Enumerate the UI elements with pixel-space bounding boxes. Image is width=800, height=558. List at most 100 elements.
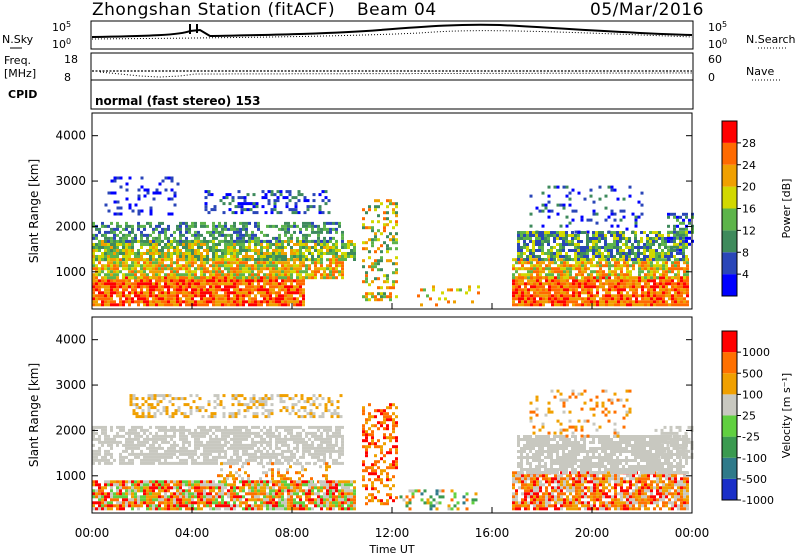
power-cell [158, 261, 161, 264]
velocity-cell [332, 480, 335, 483]
power-cell [667, 225, 670, 228]
power-cell [599, 297, 602, 300]
power-cell [107, 240, 110, 243]
power-cell [560, 303, 563, 306]
velocity-cell [107, 480, 110, 483]
power-cell [683, 267, 686, 270]
power-cell [604, 243, 607, 246]
power-cell [146, 291, 149, 294]
power-cell [188, 294, 191, 297]
velocity-cell [134, 444, 137, 447]
velocity-cell [170, 453, 173, 456]
velocity-cell [269, 507, 272, 510]
power-cell [268, 202, 271, 205]
velocity-cell [242, 480, 245, 483]
velocity-cell [245, 504, 248, 507]
power-cell [673, 231, 676, 234]
power-cell [545, 294, 548, 297]
power-cell [545, 264, 548, 267]
power-cell [168, 213, 171, 216]
velocity-cell [149, 504, 152, 507]
power-cell [212, 252, 215, 255]
power-cell [365, 280, 368, 283]
power-cell [575, 261, 578, 264]
velocity-cell [185, 435, 188, 438]
power-cell [362, 223, 365, 226]
power-cell [95, 288, 98, 291]
power-cell [554, 267, 557, 270]
power-cell [254, 273, 257, 276]
power-cell [680, 267, 683, 270]
power-cell [110, 258, 113, 261]
power-cell [271, 190, 274, 193]
power-cell [638, 282, 641, 285]
power-cell [586, 243, 589, 246]
velocity-cell [329, 504, 332, 507]
velocity-cell [212, 444, 215, 447]
power-cell [278, 237, 281, 240]
velocity-cell [326, 489, 329, 492]
power-cell [520, 249, 523, 252]
power-cell [161, 228, 164, 231]
power-cell [287, 300, 290, 303]
velocity-cell [122, 450, 125, 453]
power-cell [551, 294, 554, 297]
power-cell [179, 291, 182, 294]
power-cell [563, 276, 566, 279]
power-cell [170, 273, 173, 276]
power-cell [643, 252, 646, 255]
power-cell [215, 291, 218, 294]
velocity-cell [341, 495, 344, 498]
power-cell [523, 246, 526, 249]
power-cell [281, 258, 284, 261]
power-cell [236, 231, 239, 234]
power-cell [617, 225, 620, 228]
power-cell [230, 258, 233, 261]
velocity-cell [212, 480, 215, 483]
power-cell [389, 295, 392, 298]
power-cell [347, 252, 350, 255]
power-cell [577, 252, 580, 255]
power-cell [655, 240, 658, 243]
power-cell [623, 303, 626, 306]
power-cell [138, 198, 141, 201]
power-cell [275, 291, 278, 294]
power-cell [161, 231, 164, 234]
power-cell [122, 252, 125, 255]
power-cell [185, 225, 188, 228]
velocity-cell [101, 429, 104, 432]
power-cell [203, 249, 206, 252]
power-cell [203, 240, 206, 243]
power-cell [656, 303, 659, 306]
power-cell [167, 240, 170, 243]
power-cell [646, 234, 649, 237]
power-cell [152, 261, 155, 264]
velocity-cell [149, 456, 152, 459]
power-cell [98, 273, 101, 276]
power-cell [293, 297, 296, 300]
power-cell [284, 228, 287, 231]
power-cell [122, 234, 125, 237]
velocity-cell [125, 489, 128, 492]
velocity-cell [305, 492, 308, 495]
power-cell [274, 208, 277, 211]
power-cell [179, 237, 182, 240]
velocity-cell [275, 501, 278, 504]
velocity-cell [140, 498, 143, 501]
power-cell [227, 291, 230, 294]
power-cell [515, 270, 518, 273]
power-cell [626, 294, 629, 297]
power-cell [616, 258, 619, 261]
power-cell [173, 267, 176, 270]
power-cell [286, 196, 289, 199]
velocity-cell [131, 483, 134, 486]
power-cell [629, 282, 632, 285]
power-cell [248, 255, 251, 258]
velocity-cell [116, 483, 119, 486]
power-cell [191, 243, 194, 246]
velocity-cell [185, 483, 188, 486]
power-cell [677, 264, 680, 267]
power-cell [533, 300, 536, 303]
velocity-cell [326, 498, 329, 501]
power-cell [269, 246, 272, 249]
